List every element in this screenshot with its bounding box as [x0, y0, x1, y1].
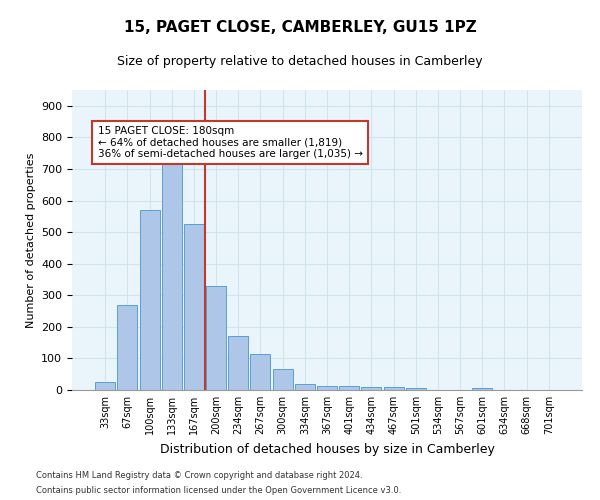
Bar: [472, 388, 492, 390]
Bar: [184, 224, 204, 390]
Bar: [95, 382, 115, 390]
Bar: [339, 386, 359, 390]
Bar: [406, 388, 426, 390]
Y-axis label: Number of detached properties: Number of detached properties: [26, 152, 35, 328]
Bar: [250, 354, 271, 390]
Text: Contains public sector information licensed under the Open Government Licence v3: Contains public sector information licen…: [36, 486, 401, 495]
X-axis label: Distribution of detached houses by size in Camberley: Distribution of detached houses by size …: [160, 442, 494, 456]
Bar: [162, 160, 182, 390]
Text: 15 PAGET CLOSE: 180sqm
← 64% of detached houses are smaller (1,819)
36% of semi-: 15 PAGET CLOSE: 180sqm ← 64% of detached…: [97, 126, 362, 159]
Bar: [317, 386, 337, 390]
Text: Contains HM Land Registry data © Crown copyright and database right 2024.: Contains HM Land Registry data © Crown c…: [36, 471, 362, 480]
Text: Size of property relative to detached houses in Camberley: Size of property relative to detached ho…: [117, 55, 483, 68]
Bar: [295, 384, 315, 390]
Bar: [118, 304, 137, 390]
Bar: [272, 368, 293, 390]
Bar: [383, 388, 404, 390]
Bar: [140, 210, 160, 390]
Bar: [361, 387, 382, 390]
Bar: [228, 336, 248, 390]
Text: 15, PAGET CLOSE, CAMBERLEY, GU15 1PZ: 15, PAGET CLOSE, CAMBERLEY, GU15 1PZ: [124, 20, 476, 35]
Bar: [206, 286, 226, 390]
